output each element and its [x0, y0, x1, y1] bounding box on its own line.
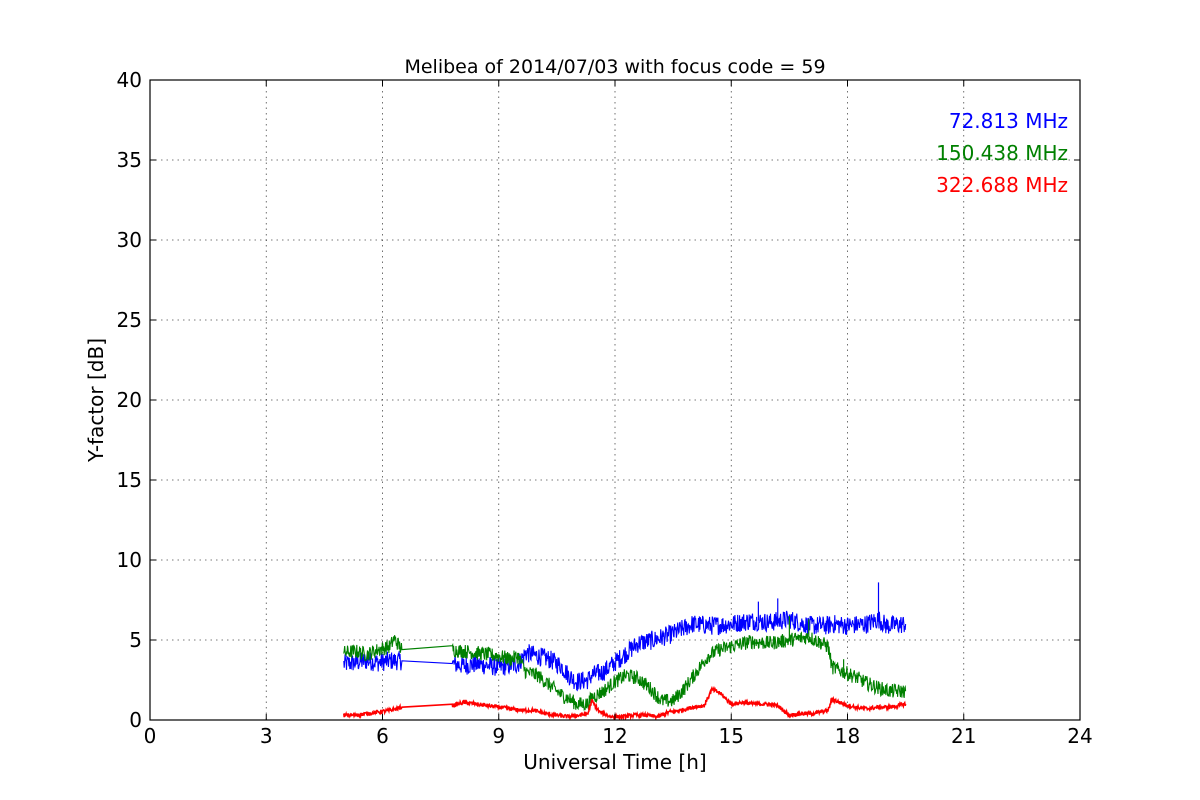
- legend: 72.813 MHz 150.438 MHz 322.688 MHz: [936, 109, 1068, 197]
- x-tick-label: 9: [492, 724, 505, 748]
- y-tick-label: 35: [117, 148, 142, 172]
- x-tick-label: 24: [1067, 724, 1092, 748]
- legend-entry: 322.688 MHz: [936, 173, 1068, 197]
- series-layer: [343, 582, 907, 720]
- ticks: [149, 79, 1081, 721]
- y-tick-labels: 0 5 10 15 20 25 30 35 40: [117, 68, 142, 732]
- x-axis-title: Universal Time [h]: [523, 750, 706, 774]
- x-tick-label: 6: [376, 724, 389, 748]
- y-tick-label: 10: [117, 548, 142, 572]
- series-1: [343, 616, 907, 712]
- y-tick-label: 15: [117, 468, 142, 492]
- y-axis-title: Y-factor [dB]: [84, 338, 108, 463]
- y-tick-label: 20: [117, 388, 142, 412]
- grid: [150, 80, 1080, 720]
- x-tick-label: 18: [835, 724, 860, 748]
- series-line-2: [343, 685, 907, 720]
- series-2: [343, 685, 907, 720]
- legend-entry: 150.438 MHz: [936, 141, 1068, 165]
- x-tick-label: 0: [144, 724, 157, 748]
- chart-title: Melibea of 2014/07/03 with focus code = …: [404, 56, 825, 78]
- y-tick-label: 30: [117, 228, 142, 252]
- series-line-1: [343, 631, 907, 712]
- series-0: [343, 582, 907, 692]
- x-tick-labels: 0 3 6 9 12 15 18 21 24: [144, 724, 1093, 748]
- x-tick-label: 15: [719, 724, 744, 748]
- legend-entry: 72.813 MHz: [949, 109, 1068, 133]
- x-tick-label: 3: [260, 724, 273, 748]
- y-tick-label: 0: [129, 708, 142, 732]
- x-tick-label: 12: [602, 724, 627, 748]
- x-tick-label: 21: [951, 724, 976, 748]
- y-tick-label: 5: [129, 628, 142, 652]
- y-tick-label: 40: [117, 68, 142, 92]
- series-line-0: [343, 610, 907, 692]
- y-tick-label: 25: [117, 308, 142, 332]
